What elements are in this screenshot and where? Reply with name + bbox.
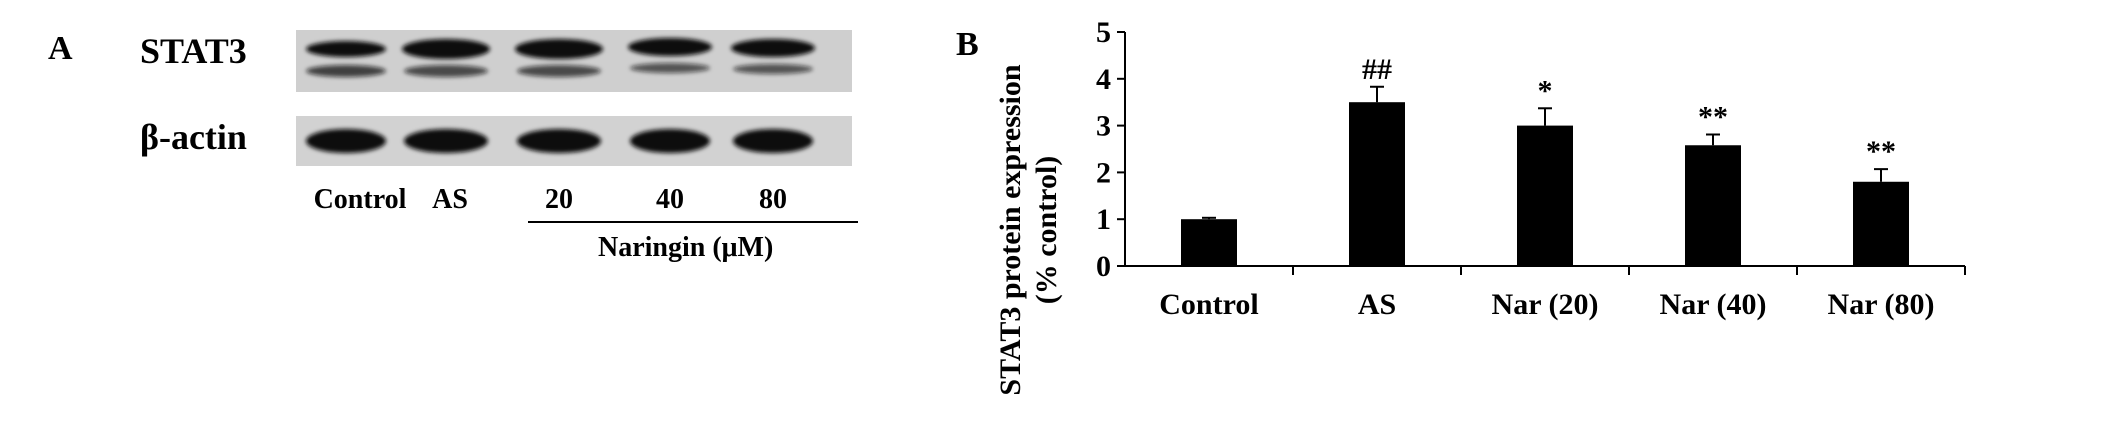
x-tick-label-3: Nar (40) xyxy=(1660,288,1767,321)
chart-labels: Control ## AS * Nar (20) ** Nar (40) ** Nar (80) xyxy=(1159,53,1934,321)
lane-label-40: 40 xyxy=(656,184,684,215)
chart-bars xyxy=(1181,85,1909,266)
x-tick-label-4: Nar (80) xyxy=(1828,288,1935,321)
x-tick-label-0: Control xyxy=(1159,288,1258,321)
y-axis-title-line1: STAT3 protein expression xyxy=(994,64,1027,395)
band-stat3-lower-control xyxy=(306,65,386,77)
y-axis-title-line2: (% control) xyxy=(1030,156,1063,305)
bar-0 xyxy=(1181,219,1237,266)
band-stat3-as xyxy=(402,39,490,59)
y-tick-label-4: 4 xyxy=(1096,63,1111,96)
band-stat3-40 xyxy=(628,38,712,56)
band-stat3-lower-40 xyxy=(630,63,710,73)
band-actin-20 xyxy=(517,129,601,153)
y-tick-label-3: 3 xyxy=(1096,110,1111,143)
band-stat3-lower-as xyxy=(404,65,488,77)
band-actin-40 xyxy=(630,129,710,153)
bar-3 xyxy=(1685,145,1741,266)
y-tick-label-0: 0 xyxy=(1096,250,1111,283)
y-tick-label-2: 2 xyxy=(1096,156,1111,189)
significance-label-2: * xyxy=(1538,74,1553,107)
lane-label-20: 20 xyxy=(545,184,573,215)
band-stat3-lower-20 xyxy=(517,65,601,77)
x-tick-label-1: AS xyxy=(1358,288,1396,321)
significance-label-4: ** xyxy=(1866,135,1896,168)
lane-label-80: 80 xyxy=(759,184,787,215)
naringin-group-line xyxy=(528,221,858,223)
chart-svg: STAT3 protein expression (% control) 0 1 2… xyxy=(994,16,1966,396)
x-tick-label-2: Nar (20) xyxy=(1492,288,1599,321)
band-stat3-lower-80 xyxy=(733,64,813,74)
lane-label-control: Control xyxy=(313,184,407,215)
band-actin-80 xyxy=(733,129,813,153)
band-actin-as xyxy=(404,129,488,153)
significance-label-3: ** xyxy=(1698,100,1728,133)
bar-4 xyxy=(1853,181,1909,266)
significance-label-1: ## xyxy=(1362,53,1392,86)
panel-b-letter: B xyxy=(956,26,979,63)
band-stat3-80 xyxy=(731,39,815,57)
y-axis-title: STAT3 protein expression (% control) xyxy=(994,64,1063,395)
band-stat3-control xyxy=(306,41,386,57)
band-actin-control xyxy=(306,129,386,153)
lane-label-as: AS xyxy=(432,184,468,215)
bar-1 xyxy=(1349,102,1405,266)
blot-row-label-beta-actin: β-actin xyxy=(140,117,247,157)
panel-a-letter: A xyxy=(48,30,73,67)
chart-axes: 0 1 2 3 4 5 xyxy=(1096,16,1966,283)
western-blot-image xyxy=(296,30,852,166)
y-tick-label-5: 5 xyxy=(1096,16,1111,49)
band-stat3-20 xyxy=(515,39,603,59)
stat3-bar-chart: STAT3 protein expression (% control) 0 1 2… xyxy=(990,0,2120,438)
y-tick-label-1: 1 xyxy=(1096,203,1111,236)
blot-row-label-stat3: STAT3 xyxy=(140,31,247,71)
bar-2 xyxy=(1517,125,1573,266)
naringin-group-label: Naringin (μM) xyxy=(598,232,774,263)
